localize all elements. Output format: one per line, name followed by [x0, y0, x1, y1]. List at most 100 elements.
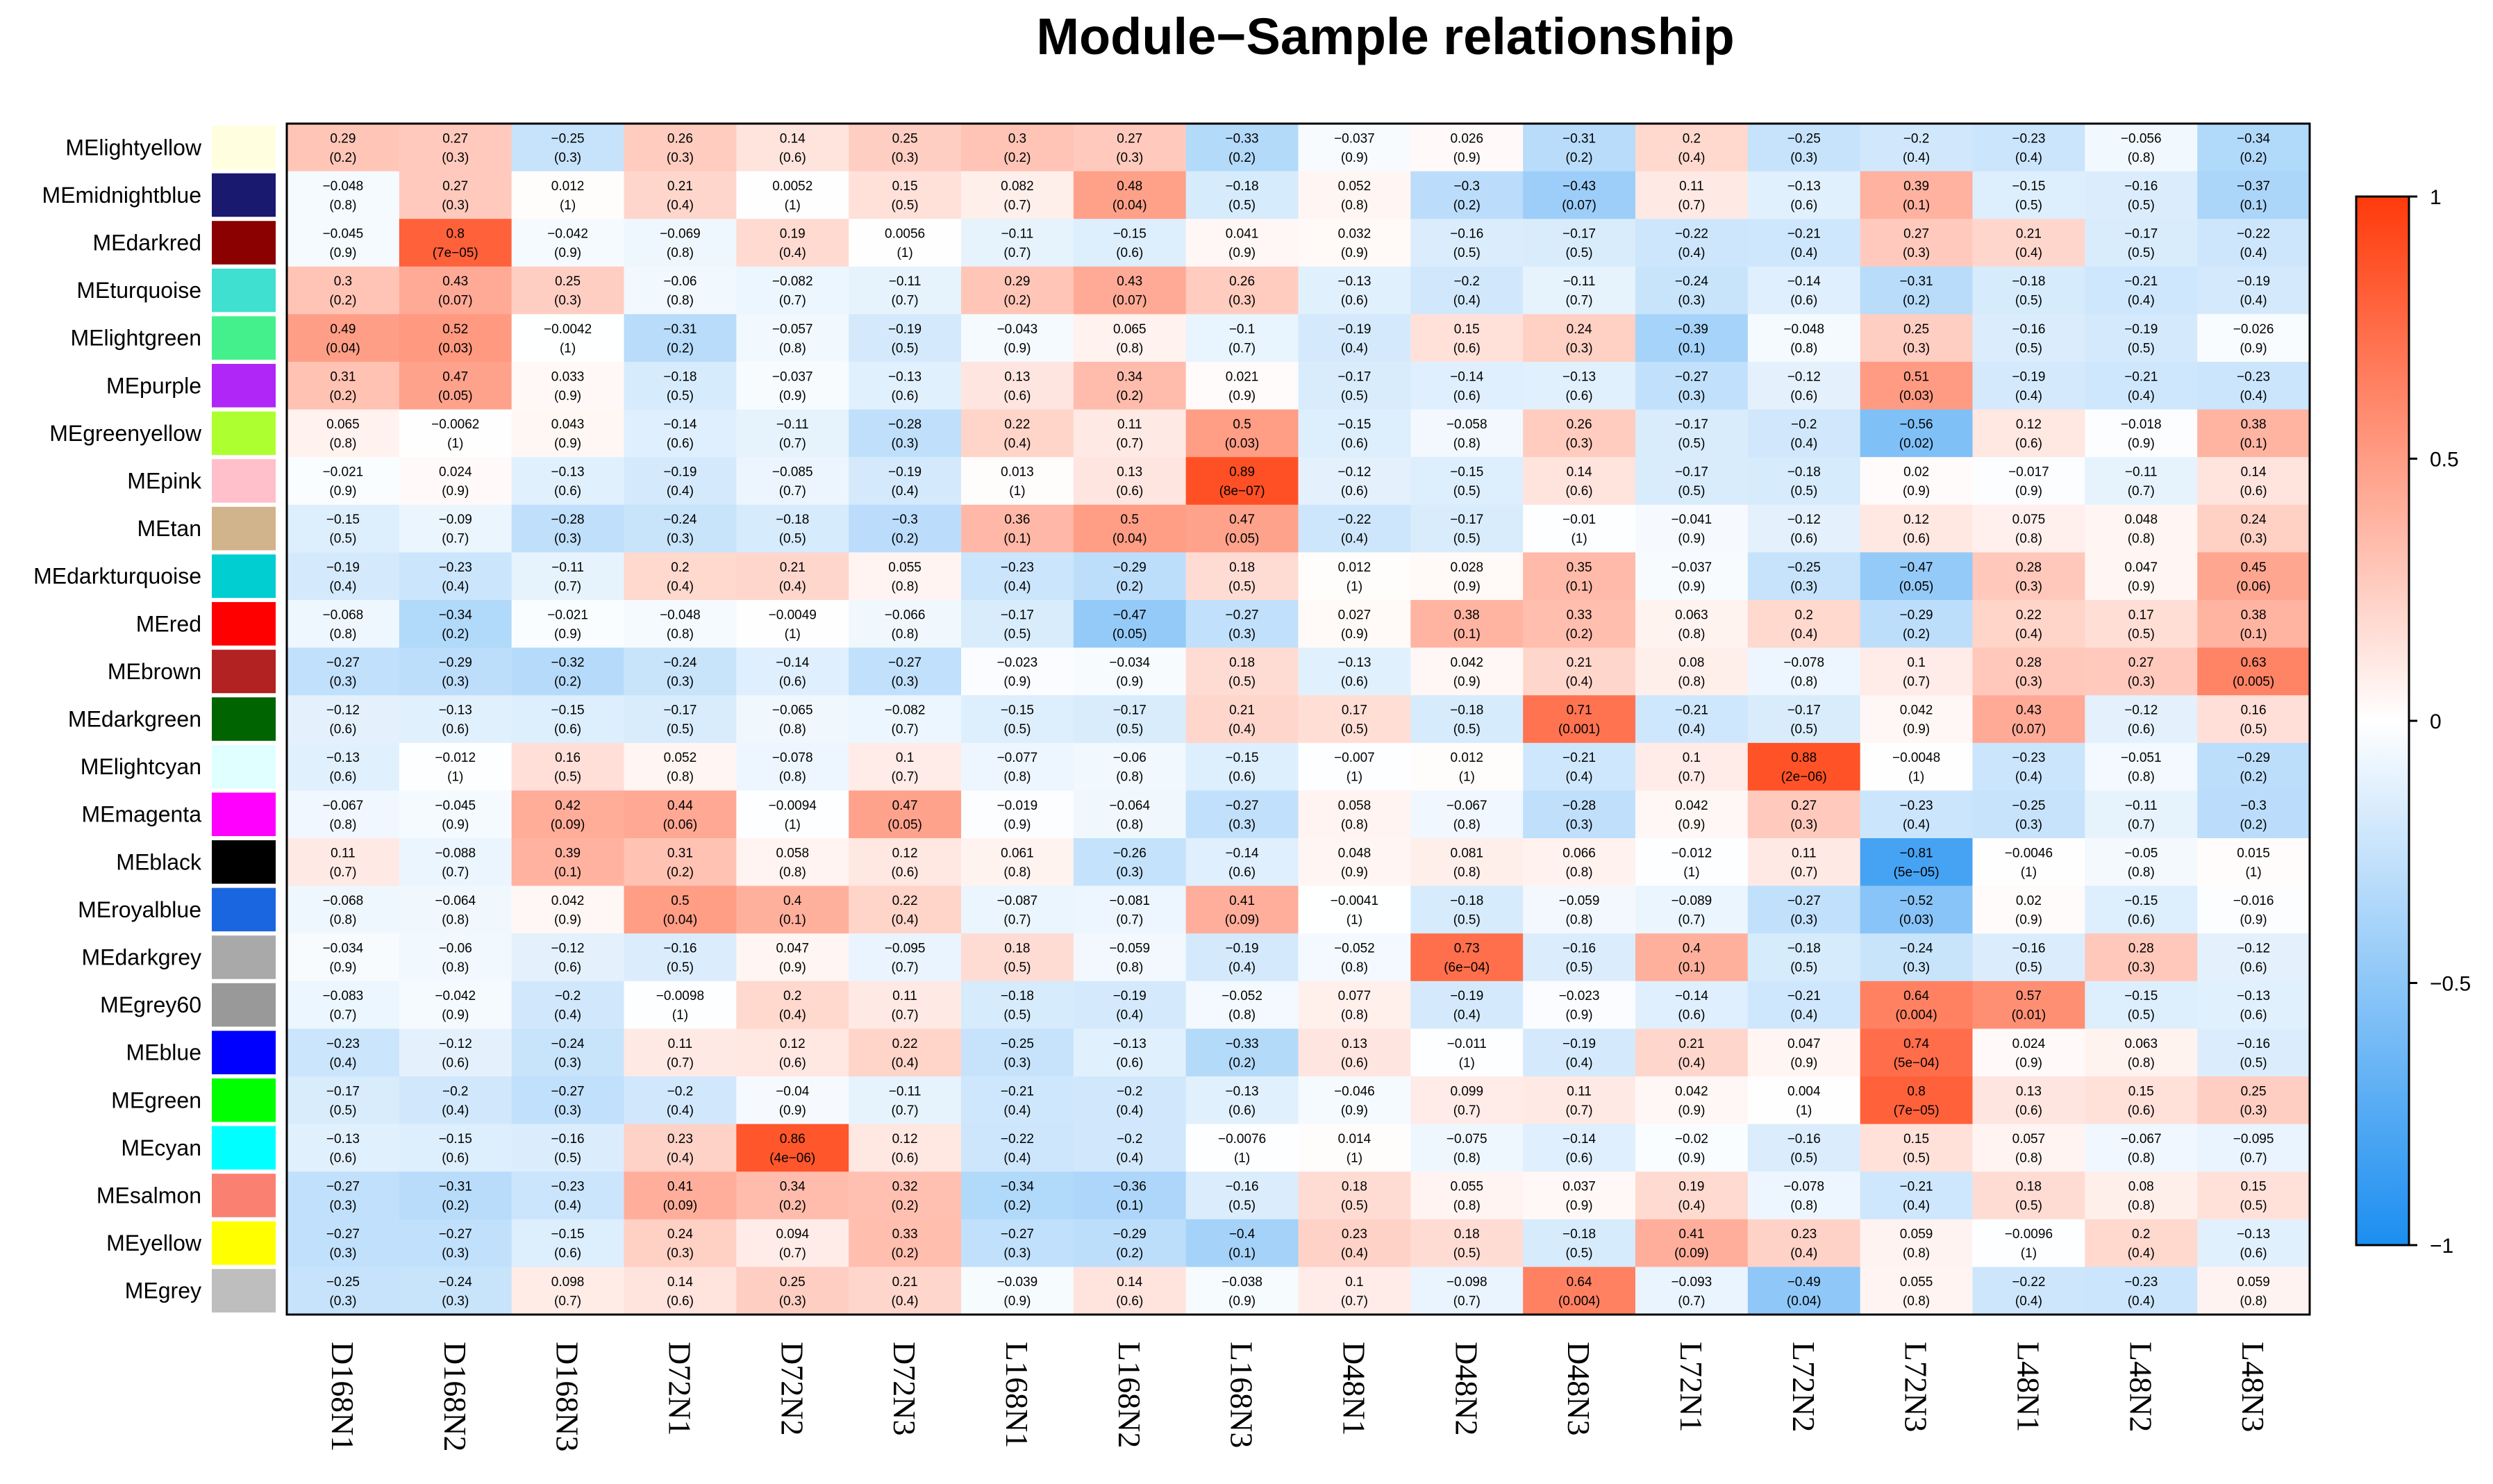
- cell-value-label: −0.21: [1001, 1084, 1034, 1099]
- cell-pvalue-label: (0.4): [1228, 722, 1256, 737]
- cell-value-label: 0.44: [667, 799, 693, 813]
- cell-pvalue-label: (0.5): [1453, 532, 1481, 547]
- cell-value-label: 0.23: [1791, 1227, 1817, 1242]
- heatmap-cell: [624, 457, 737, 506]
- cell-value-label: −0.32: [551, 656, 585, 670]
- cell-pvalue-label: (0.3): [442, 151, 469, 165]
- cell-value-label: 0.36: [1004, 512, 1030, 527]
- heatmap-cell: [1410, 933, 1524, 982]
- cell-pvalue-label: (7e−05): [1894, 1103, 1940, 1118]
- cell-value-label: −0.27: [1226, 608, 1259, 622]
- heatmap-cell: [511, 314, 625, 362]
- cell-pvalue-label: (0.9): [1453, 151, 1481, 165]
- heatmap-cell: [1972, 647, 2085, 696]
- heatmap-cell: [624, 219, 737, 267]
- cell-value-label: −0.13: [439, 703, 472, 718]
- cell-pvalue-label: (0.5): [1903, 1151, 1930, 1165]
- cell-value-label: 0.12: [892, 1132, 918, 1147]
- cell-value-label: −0.17: [663, 703, 697, 718]
- module-swatch-MEbrown: [212, 649, 276, 694]
- cell-value-label: 0.15: [1454, 322, 1480, 337]
- heatmap-cell: [1747, 409, 1861, 458]
- cell-value-label: −0.11: [2125, 465, 2158, 480]
- cell-pvalue-label: (0.3): [1903, 246, 1930, 260]
- heatmap-cell: [1972, 1076, 2085, 1125]
- cell-pvalue-label: (0.8): [329, 436, 356, 451]
- heatmap-cell: [1410, 647, 1524, 696]
- cell-pvalue-label: (0.7): [892, 960, 919, 975]
- heatmap-cell: [1860, 504, 1974, 553]
- cell-pvalue-label: (0.4): [1790, 1008, 1817, 1023]
- heatmap-cell: [1860, 314, 1974, 362]
- cell-pvalue-label: (0.8): [2128, 770, 2155, 785]
- cell-value-label: −0.026: [2233, 322, 2274, 337]
- heatmap-cell: [287, 171, 400, 219]
- cell-pvalue-label: (0.9): [554, 246, 581, 260]
- heatmap-cell: [1073, 314, 1187, 362]
- cell-value-label: 0.26: [667, 131, 693, 146]
- cell-pvalue-label: (0.06): [663, 817, 698, 832]
- cell-pvalue-label: (0.3): [2240, 532, 2267, 547]
- heatmap-cell: [961, 1028, 1074, 1077]
- heatmap-cell: [961, 838, 1074, 887]
- cell-value-label: 0.47: [1229, 512, 1255, 527]
- cell-value-label: −0.23: [1001, 560, 1034, 575]
- cell-value-label: −0.098: [1446, 1275, 1487, 1290]
- heatmap-cell: [1860, 885, 1974, 934]
- heatmap-cell: [1073, 885, 1187, 934]
- cell-value-label: 0.34: [780, 1180, 806, 1194]
- cell-value-label: −0.36: [1113, 1180, 1147, 1194]
- heatmap-cell: [1972, 600, 2085, 649]
- cell-pvalue-label: (0.4): [2015, 770, 2042, 785]
- heatmap-cell: [1298, 790, 1411, 839]
- cell-value-label: −0.17: [1675, 465, 1708, 480]
- cell-pvalue-label: (1): [1346, 1151, 1362, 1165]
- cell-value-label: −0.23: [2012, 751, 2045, 765]
- cell-value-label: −0.22: [1675, 227, 1708, 242]
- heatmap-cell: [399, 647, 512, 696]
- cell-value-label: 0.21: [1678, 1037, 1704, 1051]
- cell-value-label: 0.21: [667, 179, 693, 194]
- heatmap-cell: [511, 1267, 625, 1315]
- cell-value-label: −0.18: [1787, 942, 1821, 956]
- cell-value-label: −0.18: [1450, 894, 1483, 908]
- cell-value-label: −0.29: [439, 656, 472, 670]
- cell-value-label: 0.063: [1675, 608, 1708, 622]
- cell-value-label: 0.1: [1345, 1275, 1363, 1290]
- heatmap-cell: [736, 1267, 849, 1315]
- cell-value-label: 0.15: [1903, 1132, 1929, 1147]
- cell-value-label: −0.017: [2008, 465, 2049, 480]
- cell-pvalue-label: (0.8): [2128, 151, 2155, 165]
- heatmap-cell: [1860, 409, 1974, 458]
- cell-pvalue-label: (0.3): [1566, 436, 1593, 451]
- cell-pvalue-label: (0.3): [329, 674, 356, 689]
- module-swatch-MEmidnightblue: [212, 173, 276, 217]
- cell-value-label: 0.11: [668, 1037, 693, 1051]
- heatmap-cell: [1073, 1076, 1187, 1125]
- cell-pvalue-label: (0.8): [1341, 960, 1368, 975]
- cell-value-label: −0.24: [439, 1275, 473, 1290]
- cell-pvalue-label: (0.8): [329, 912, 356, 927]
- heatmap-cell: [1972, 742, 2085, 791]
- row-label-MEdarkturquoise: MEdarkturquoise: [33, 564, 201, 589]
- heatmap-cell: [849, 742, 962, 791]
- heatmap-cell: [511, 933, 625, 982]
- cell-pvalue-label: (0.6): [2015, 1103, 2042, 1118]
- cell-value-label: −0.17: [1337, 369, 1371, 384]
- heatmap-cell: [849, 1267, 962, 1315]
- cell-pvalue-label: (0.4): [1678, 1199, 1705, 1213]
- heatmap-cell: [1410, 885, 1524, 934]
- heatmap-cell: [1410, 1076, 1524, 1125]
- heatmap-cell: [287, 124, 400, 172]
- heatmap-cell: [399, 1267, 512, 1315]
- cell-value-label: 0.15: [2241, 1180, 2267, 1194]
- cell-pvalue-label: (0.3): [329, 1247, 356, 1261]
- cell-value-label: −0.012: [1671, 846, 1712, 860]
- cell-value-label: −0.3: [1453, 179, 1480, 194]
- cell-value-label: 0.18: [1342, 1180, 1367, 1194]
- cell-pvalue-label: (0.2): [779, 1199, 806, 1213]
- cell-value-label: −0.083: [323, 989, 364, 1003]
- cell-pvalue-label: (0.1): [1678, 341, 1705, 356]
- heatmap-cell: [1635, 1267, 1749, 1315]
- cell-value-label: −0.085: [772, 465, 813, 480]
